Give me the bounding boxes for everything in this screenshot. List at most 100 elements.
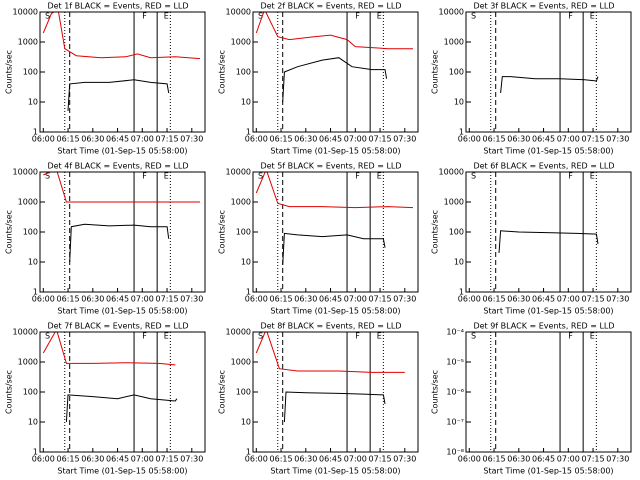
y-tick-label: 10 <box>28 98 38 107</box>
y-tick-label: 10000 <box>226 8 251 17</box>
x-tick-label: 06:45 <box>319 295 342 304</box>
y-axis-label: Counts/sec <box>5 210 14 254</box>
x-tick-label: 06:45 <box>319 455 342 464</box>
y-tick-label: 10000 <box>13 328 38 337</box>
x-tick-label: 07:15 <box>582 295 605 304</box>
event-label: F <box>568 12 573 21</box>
x-tick-label: 06:15 <box>57 295 80 304</box>
y-tick-label: 10⁻⁶ <box>446 388 464 397</box>
y-tick-label: 10 <box>241 418 251 427</box>
series-line <box>283 391 386 423</box>
event-label: E <box>377 12 382 21</box>
y-tick-label: 1000 <box>231 198 251 207</box>
y-tick-label: 10 <box>28 418 38 427</box>
chart-title: Det 8f BLACK = Events, RED = LLD <box>260 322 401 331</box>
y-tick-label: 10⁻⁷ <box>446 418 464 427</box>
y-tick-label: 1000 <box>444 38 464 47</box>
plot-frame <box>465 171 632 293</box>
event-label: S <box>471 332 476 341</box>
x-axis-label: Start Time (01-Sep-15 05:58:00) <box>483 307 613 316</box>
plot-frame <box>252 331 419 453</box>
x-tick-label: 07:00 <box>344 295 367 304</box>
x-tick-label: 06:15 <box>270 455 293 464</box>
y-tick-label: 100 <box>236 68 251 77</box>
y-tick-label: 10 <box>241 258 251 267</box>
event-label: S <box>258 12 263 21</box>
series-line <box>500 76 599 94</box>
series-line <box>67 79 170 112</box>
y-tick-label: 10⁻⁸ <box>446 448 464 457</box>
x-tick-label: 06:00 <box>32 135 55 144</box>
plot-frame <box>39 11 206 133</box>
x-tick-label: 06:15 <box>483 455 506 464</box>
chart-title: Det 1f BLACK = Events, RED = LLD <box>47 2 188 11</box>
y-tick-label: 10⁻⁵ <box>446 358 464 367</box>
x-tick-label: 06:00 <box>245 135 268 144</box>
x-tick-label: 06:00 <box>458 295 481 304</box>
y-axis-label: Counts/sec <box>218 50 227 94</box>
y-tick-label: 1000 <box>231 38 251 47</box>
x-tick-label: 07:30 <box>393 135 416 144</box>
y-tick-label: 10000 <box>226 328 251 337</box>
y-tick-label: 1 <box>246 288 251 297</box>
x-tick-label: 07:15 <box>156 295 179 304</box>
y-tick-label: 1000 <box>231 358 251 367</box>
event-label: E <box>377 172 382 181</box>
event-label: E <box>164 332 169 341</box>
chart-title: Det 9f BLACK = Events, RED = LLD <box>473 322 614 331</box>
y-tick-label: 10000 <box>439 168 464 177</box>
x-tick-label: 06:15 <box>270 295 293 304</box>
series-line <box>255 12 413 50</box>
y-axis-label: Counts/sec <box>218 210 227 254</box>
series-line <box>42 12 201 60</box>
chart-title: Det 5f BLACK = Events, RED = LLD <box>260 162 401 171</box>
y-tick-label: 100 <box>236 228 251 237</box>
plot-frame <box>252 171 419 293</box>
y-tick-label: 10 <box>241 98 251 107</box>
x-tick-label: 06:00 <box>32 455 55 464</box>
x-tick-label: 07:15 <box>369 135 392 144</box>
x-axis-label: Start Time (01-Sep-15 05:58:00) <box>57 147 187 156</box>
x-tick-label: 07:00 <box>344 455 367 464</box>
x-tick-label: 07:30 <box>606 135 629 144</box>
x-tick-label: 06:45 <box>319 135 342 144</box>
x-axis-label: Start Time (01-Sep-15 05:58:00) <box>270 307 400 316</box>
x-axis-label: Start Time (01-Sep-15 05:58:00) <box>483 467 613 476</box>
series-line <box>255 172 414 209</box>
event-label: E <box>590 12 595 21</box>
x-tick-label: 06:15 <box>270 135 293 144</box>
x-tick-label: 07:00 <box>131 455 154 464</box>
series-line <box>498 230 599 254</box>
chart-title: Det 2f BLACK = Events, RED = LLD <box>260 2 401 11</box>
x-axis-label: Start Time (01-Sep-15 05:58:00) <box>57 307 187 316</box>
y-tick-label: 1000 <box>18 38 38 47</box>
y-tick-label: 10 <box>28 258 38 267</box>
y-tick-label: 1 <box>459 288 464 297</box>
x-tick-label: 06:45 <box>106 455 129 464</box>
event-label: F <box>355 332 360 341</box>
x-tick-label: 07:30 <box>180 455 203 464</box>
event-label: E <box>164 172 169 181</box>
x-tick-label: 07:30 <box>180 295 203 304</box>
x-tick-label: 06:15 <box>483 135 506 144</box>
x-tick-label: 07:00 <box>131 295 154 304</box>
series-line <box>282 57 388 103</box>
x-tick-label: 06:15 <box>483 295 506 304</box>
x-tick-label: 06:30 <box>507 135 530 144</box>
x-tick-label: 06:30 <box>81 455 104 464</box>
x-tick-label: 07:15 <box>156 455 179 464</box>
event-label: S <box>258 172 263 181</box>
x-tick-label: 06:00 <box>458 455 481 464</box>
y-tick-label: 10000 <box>439 8 464 17</box>
y-tick-label: 100 <box>236 388 251 397</box>
event-label: F <box>142 12 147 21</box>
chart-title: Det 6f BLACK = Events, RED = LLD <box>473 162 614 171</box>
x-tick-label: 07:00 <box>131 135 154 144</box>
x-axis-label: Start Time (01-Sep-15 05:58:00) <box>483 147 613 156</box>
x-tick-label: 06:30 <box>507 455 530 464</box>
y-axis-label: Counts/sec <box>431 50 440 94</box>
